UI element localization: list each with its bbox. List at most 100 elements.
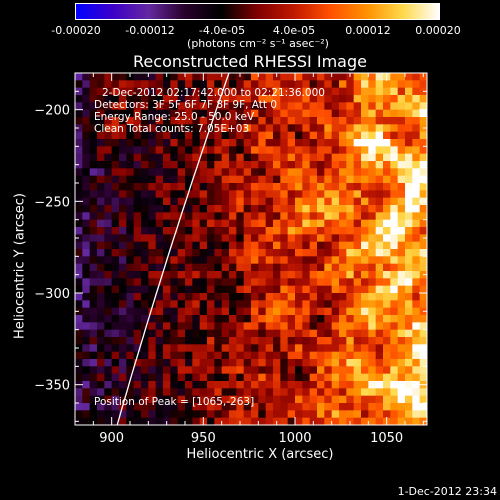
heatmap-cell — [353, 344, 362, 353]
heatmap-cell — [126, 168, 135, 177]
heatmap-cell — [251, 344, 259, 353]
heatmap-cell — [229, 197, 237, 206]
heatmap-cell — [339, 124, 347, 133]
heatmap-cell — [346, 285, 355, 294]
heatmap-cell — [265, 344, 274, 353]
heatmap-cell — [133, 410, 142, 419]
heatmap-cell — [111, 373, 120, 382]
heatmap-cell — [229, 234, 237, 243]
heatmap-cell — [119, 205, 127, 213]
heatmap-cell — [214, 344, 223, 353]
heatmap-cell — [331, 183, 340, 191]
heatmap-cell — [368, 403, 377, 411]
heatmap-cell — [383, 410, 391, 419]
heatmap-cell — [258, 256, 267, 265]
heatmap-cell — [390, 175, 399, 184]
heatmap-cell — [375, 329, 384, 338]
heatmap-cell — [177, 300, 186, 309]
heatmap-cell — [412, 381, 421, 389]
heatmap-cell — [287, 139, 296, 147]
heatmap-cell — [199, 388, 208, 397]
heatmap-cell — [177, 337, 186, 345]
heatmap-cell — [361, 410, 369, 419]
heatmap-cell — [331, 87, 340, 96]
heatmap-cell — [397, 329, 406, 338]
heatmap-cell — [214, 329, 223, 338]
heatmap-cell — [258, 285, 267, 294]
heatmap-cell — [317, 256, 325, 265]
heatmap-cell — [133, 168, 142, 177]
heatmap-cell — [82, 293, 91, 301]
heatmap-cell — [170, 168, 179, 177]
heatmap-cell — [97, 95, 105, 103]
heatmap-cell — [229, 417, 237, 426]
heatmap-cell — [199, 168, 208, 177]
heatmap-cell — [170, 153, 179, 162]
heatmap-cell — [229, 219, 237, 228]
heatmap-cell — [331, 381, 340, 389]
heatmap-cell — [397, 109, 406, 118]
heatmap-cell — [353, 109, 362, 118]
heatmap-cell — [163, 197, 171, 206]
heatmap-cell — [229, 146, 237, 155]
heatmap-cell — [199, 197, 208, 206]
heatmap-cell — [89, 117, 98, 125]
heatmap-cell — [339, 146, 347, 155]
chart-title: Reconstructed RHESSI Image — [133, 52, 367, 71]
heatmap-cell — [309, 307, 318, 316]
heatmap-cell — [265, 271, 274, 279]
heatmap-cell — [405, 87, 413, 96]
heatmap-cell — [214, 117, 223, 125]
heatmap-cell — [258, 359, 267, 367]
heatmap-cell — [265, 329, 274, 338]
heatmap-cell — [199, 395, 208, 404]
heatmap-cell — [133, 117, 142, 125]
heatmap-cell — [97, 190, 105, 199]
heatmap-cell — [126, 197, 135, 206]
heatmap-cell — [353, 278, 362, 287]
heatmap-cell — [317, 359, 325, 367]
heatmap-cell — [97, 388, 105, 397]
heatmap-cell — [265, 183, 274, 191]
heatmap-cell — [295, 109, 303, 118]
heatmap-cell — [412, 227, 421, 235]
heatmap-cell — [390, 131, 399, 140]
heatmap-cell — [104, 351, 113, 360]
heatmap-cell — [419, 146, 428, 155]
heatmap-cell — [368, 373, 377, 382]
heatmap-cell — [368, 315, 377, 323]
heatmap-cell — [89, 80, 98, 89]
heatmap-cell — [236, 80, 245, 89]
heatmap-cell — [177, 161, 186, 169]
heatmap-cell — [185, 285, 193, 294]
heatmap-cell — [324, 153, 333, 162]
heatmap-cell — [339, 395, 347, 404]
heatmap-cell — [353, 73, 362, 81]
heatmap-cell — [390, 80, 399, 89]
heatmap-cell — [141, 95, 149, 103]
heatmap-cell — [309, 337, 318, 345]
heatmap-cell — [192, 359, 201, 367]
heatmap-cell — [331, 322, 340, 331]
heatmap-cell — [207, 359, 215, 367]
heatmap-cell — [375, 417, 384, 426]
heatmap-cell — [258, 366, 267, 375]
heatmap-cell — [397, 124, 406, 133]
heatmap-cell — [251, 285, 259, 294]
heatmap-cell — [104, 234, 113, 243]
heatmap-cell — [170, 212, 179, 221]
heatmap-cell — [236, 87, 245, 96]
heatmap-cell — [89, 241, 98, 250]
heatmap-cell — [317, 117, 325, 125]
heatmap-cell — [221, 278, 230, 287]
heatmap-cell — [346, 183, 355, 191]
heatmap-cell — [236, 315, 245, 323]
heatmap-cell — [302, 161, 311, 169]
heatmap-cell — [361, 212, 369, 221]
heatmap-cell — [412, 205, 421, 213]
heatmap-cell — [251, 263, 259, 272]
heatmap-cell — [397, 322, 406, 331]
heatmap-cell — [89, 381, 98, 389]
heatmap-cell — [97, 109, 105, 118]
heatmap-cell — [412, 175, 421, 184]
